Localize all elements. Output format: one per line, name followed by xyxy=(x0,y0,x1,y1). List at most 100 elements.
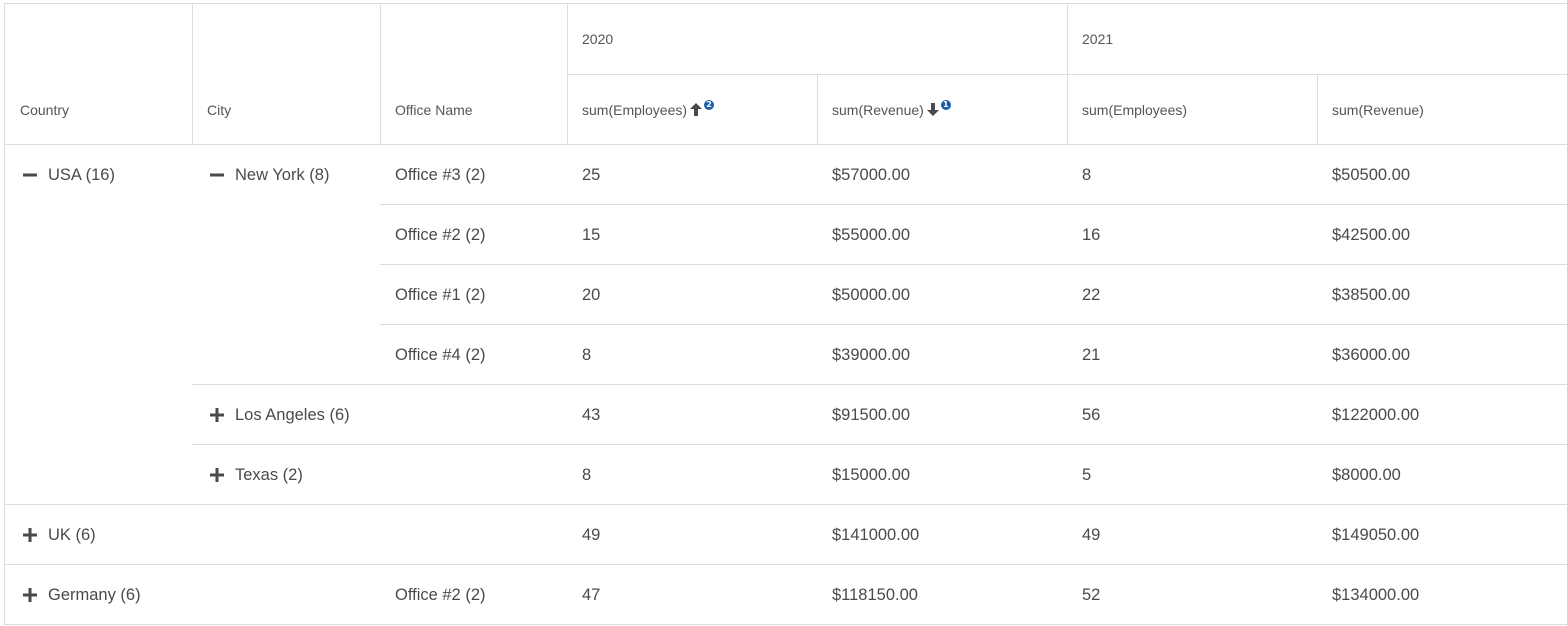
value-cell: 5 xyxy=(1067,445,1317,505)
value-cell: 49 xyxy=(1067,505,1317,565)
city-cell: Texas (2) xyxy=(192,445,380,505)
value-text: $91500.00 xyxy=(832,405,910,424)
value-text: 49 xyxy=(1082,525,1101,544)
row-divider xyxy=(5,504,1567,505)
value-cell: 49 xyxy=(567,505,817,565)
header-label: City xyxy=(207,101,232,118)
value-cell: 8 xyxy=(1067,145,1317,205)
value-text: 15 xyxy=(582,225,601,244)
city-label: Los Angeles (6) xyxy=(235,405,350,424)
expand-plus-icon[interactable] xyxy=(210,468,224,482)
office-label: Office #3 (2) xyxy=(395,165,486,184)
country-label: USA (16) xyxy=(48,165,115,184)
value-cell: $50000.00 xyxy=(817,265,1067,325)
expand-plus-icon[interactable] xyxy=(210,408,224,422)
collapse-minus-icon[interactable] xyxy=(210,168,224,182)
measure-label: sum(Employees) xyxy=(1082,101,1188,118)
row-divider xyxy=(380,264,1567,265)
value-text: $134000.00 xyxy=(1332,585,1420,604)
country-cell xyxy=(5,205,192,265)
country-cell: USA (16) xyxy=(5,145,192,205)
value-text: 20 xyxy=(582,285,601,304)
value-cell: $15000.00 xyxy=(817,445,1067,505)
value-cell: $134000.00 xyxy=(1317,565,1567,625)
city-label: New York (8) xyxy=(235,165,330,184)
measure-header[interactable]: sum(Revenue) 1 xyxy=(817,74,1067,145)
office-label: Office #2 (2) xyxy=(395,585,486,604)
column-divider xyxy=(1317,74,1318,145)
country-label: UK (6) xyxy=(48,525,96,544)
column-divider xyxy=(192,4,193,145)
office-cell: Office #4 (2) xyxy=(380,325,567,385)
measure-label: sum(Employees) xyxy=(582,101,688,118)
value-cell: 21 xyxy=(1067,325,1317,385)
value-cell: 52 xyxy=(1067,565,1317,625)
value-cell: $141000.00 xyxy=(817,505,1067,565)
value-text: $15000.00 xyxy=(832,465,910,484)
value-text: 52 xyxy=(1082,585,1101,604)
column-divider xyxy=(817,74,818,145)
value-text: $149050.00 xyxy=(1332,525,1420,544)
row-header-office-name[interactable]: Office Name xyxy=(380,74,567,145)
value-text: 8 xyxy=(582,345,592,364)
value-cell: 56 xyxy=(1067,385,1317,445)
year-label: 2020 xyxy=(582,31,614,47)
value-text: $8000.00 xyxy=(1332,465,1401,484)
value-text: $42500.00 xyxy=(1332,225,1410,244)
row-divider xyxy=(192,444,1567,445)
country-cell: UK (6) xyxy=(5,505,192,565)
sort-ascending-arrow-icon[interactable] xyxy=(690,103,703,116)
country-cell: Germany (6) xyxy=(5,565,192,625)
row-header-country[interactable]: Country xyxy=(5,74,192,145)
row-divider xyxy=(5,144,1567,145)
country-cell xyxy=(5,325,192,385)
office-cell xyxy=(380,505,567,565)
value-cell: $91500.00 xyxy=(817,385,1067,445)
pivot-table: 2020 2021 Country City Office Name sum(Employ… xyxy=(4,3,1567,625)
value-cell: $122000.00 xyxy=(1317,385,1567,445)
value-cell: 16 xyxy=(1067,205,1317,265)
country-label: Germany (6) xyxy=(48,585,141,604)
sort-priority-badge: 1 xyxy=(940,99,951,110)
value-text: 16 xyxy=(1082,225,1101,244)
value-text: $50000.00 xyxy=(832,285,910,304)
value-cell: 47 xyxy=(567,565,817,625)
value-text: 8 xyxy=(1082,165,1092,184)
city-label: Texas (2) xyxy=(235,465,303,484)
measure-header[interactable]: sum(Employees) xyxy=(1067,74,1317,145)
year-header: 2020 xyxy=(567,4,1067,74)
value-text: $57000.00 xyxy=(832,165,910,184)
value-cell: 43 xyxy=(567,385,817,445)
column-divider xyxy=(1067,4,1068,145)
value-text: $38500.00 xyxy=(1332,285,1410,304)
measure-header[interactable]: sum(Revenue) xyxy=(1317,74,1567,145)
measure-label: sum(Revenue) xyxy=(1332,101,1424,118)
row-divider xyxy=(380,204,1567,205)
expand-plus-icon[interactable] xyxy=(23,588,37,602)
value-text: $55000.00 xyxy=(832,225,910,244)
year-label: 2021 xyxy=(1082,31,1114,47)
value-text: $50500.00 xyxy=(1332,165,1410,184)
sort-priority-badge: 2 xyxy=(704,99,715,110)
city-cell xyxy=(192,205,380,265)
value-cell: $57000.00 xyxy=(817,145,1067,205)
value-text: 5 xyxy=(1082,465,1092,484)
office-cell: Office #3 (2) xyxy=(380,145,567,205)
sort-descending-arrow-icon[interactable] xyxy=(926,103,939,116)
measure-header[interactable]: sum(Employees) 2 xyxy=(567,74,817,145)
row-header-city[interactable]: City xyxy=(192,74,380,145)
country-cell xyxy=(5,265,192,325)
value-text: $141000.00 xyxy=(832,525,920,544)
value-cell: $50500.00 xyxy=(1317,145,1567,205)
collapse-minus-icon[interactable] xyxy=(23,168,37,182)
column-divider xyxy=(380,4,381,145)
header-label: Country xyxy=(20,101,70,118)
value-cell: $39000.00 xyxy=(817,325,1067,385)
row-divider xyxy=(380,324,1567,325)
city-cell xyxy=(192,505,380,565)
value-cell: $118150.00 xyxy=(817,565,1067,625)
country-cell xyxy=(5,385,192,445)
expand-plus-icon[interactable] xyxy=(23,528,37,542)
value-cell: 25 xyxy=(567,145,817,205)
value-text: 22 xyxy=(1082,285,1101,304)
